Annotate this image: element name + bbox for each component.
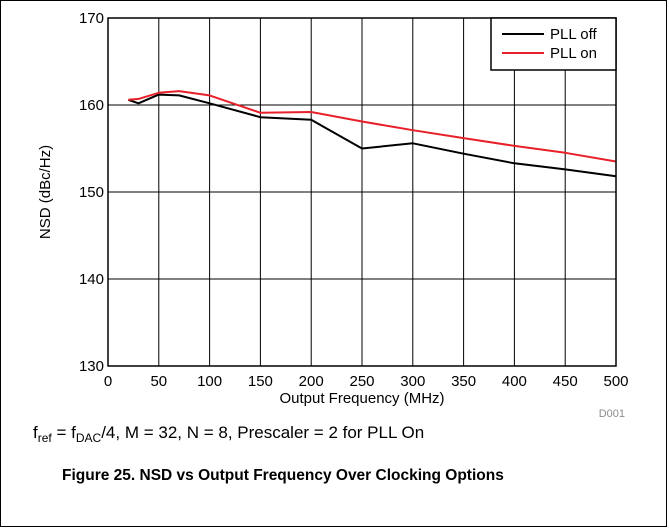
caption-ref-subscript: ref — [37, 431, 52, 445]
x-tick-label: 350 — [451, 373, 476, 390]
x-tick-label: 300 — [400, 373, 425, 390]
series-line-pll-off — [127, 93, 617, 178]
x-tick-label: 0 — [104, 373, 112, 390]
x-tick-label: 400 — [502, 373, 527, 390]
legend-box — [490, 17, 617, 71]
x-tick-label: 150 — [248, 373, 273, 390]
caption-dac-subscript: DAC — [75, 431, 102, 445]
x-tick-label: 500 — [603, 373, 628, 390]
x-tick-label: 50 — [150, 373, 167, 390]
y-tick-label: 150 — [79, 184, 104, 201]
x-tick-label: 450 — [553, 373, 578, 390]
y-tick-label: 130 — [79, 358, 104, 375]
figure-code: D001 — [599, 408, 625, 420]
x-axis-title: Output Frequency (MHz) — [279, 390, 444, 407]
y-axis-title: NSD (dBc/Hz) — [37, 145, 54, 239]
series-line-pll-on — [128, 90, 617, 163]
caption-rest: /4, M = 32, N = 8, Prescaler = 2 for PLL… — [101, 423, 425, 442]
plot-area — [107, 17, 617, 367]
y-tick-label: 170 — [79, 10, 104, 27]
legend-label: PLL on — [550, 45, 597, 62]
tick-labels: 0 50 100 150 200 250 300 350 400 450 500 130 140 150 1… — [79, 10, 629, 390]
x-tick-label: 100 — [197, 373, 222, 390]
y-tick-label: 160 — [79, 97, 104, 114]
y-tick-label: 140 — [79, 271, 104, 288]
legend: PLL off PLL on — [490, 17, 617, 71]
figure-title: Figure 25. NSD vs Output Frequency Over … — [62, 467, 504, 484]
legend-label: PLL off — [550, 26, 598, 43]
caption-equals: = f — [51, 423, 76, 442]
x-tick-label: 200 — [299, 373, 324, 390]
series-layer — [127, 90, 617, 178]
chart-caption: fref = fDAC/4, M = 32, N = 8, Prescaler … — [33, 423, 425, 445]
caption-f: f — [33, 423, 38, 442]
x-tick-label: 250 — [349, 373, 374, 390]
